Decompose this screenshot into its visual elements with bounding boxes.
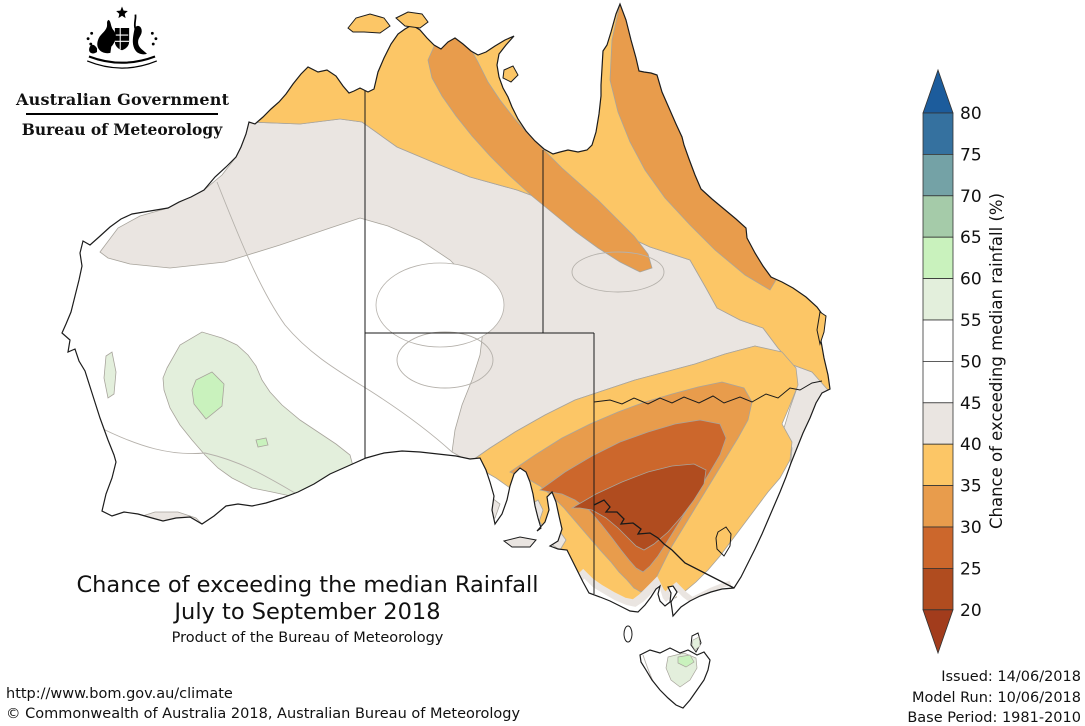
- state-borders: [364, 88, 823, 594]
- band-topend-30-35: [427, 33, 653, 273]
- tick-25: 25: [960, 559, 982, 579]
- government-label: Australian Government: [16, 90, 230, 109]
- colorbar-seg-50-55: [922, 319, 954, 362]
- footer-url: http://www.bom.gov.au/climate: [6, 686, 233, 702]
- colorbar-seg-60-65: [922, 236, 954, 279]
- tick-55: 55: [960, 311, 982, 331]
- tick-65: 65: [960, 228, 982, 248]
- footer-left: http://www.bom.gov.au/climate © Commonwe…: [6, 684, 520, 724]
- tick-80: 80: [960, 104, 982, 124]
- melville-island: [395, 11, 429, 29]
- colorbar-seg-35-40: [922, 443, 954, 487]
- flinders-island-green: [691, 636, 701, 651]
- tasmania: [639, 647, 711, 709]
- colorbar-seg-75-80: [922, 112, 954, 155]
- colorbar-legend: 80 75 70 65 60 55 50 45 40 35 30 25 20 C…: [922, 68, 1006, 655]
- colorbar-axis-label: Chance of exceeding median rainfall (%): [987, 193, 1006, 529]
- tick-45: 45: [960, 394, 982, 414]
- act-border: [715, 526, 732, 557]
- tasmania-coastline: [639, 647, 711, 709]
- colorbar-seg-30-35: [922, 485, 954, 528]
- colorbar-seg-70-75: [922, 153, 954, 197]
- colorbar-arrow-bottom: [922, 609, 954, 655]
- king-island: [623, 625, 633, 643]
- map-title-line2: July to September 2018: [174, 598, 441, 625]
- tas-green-60-65: [677, 654, 695, 668]
- issued-date: Issued: 14/06/2018: [941, 669, 1081, 685]
- contour-white-hole: [375, 262, 505, 348]
- tick-35: 35: [960, 477, 982, 497]
- header-divider: [26, 113, 218, 115]
- qld-nsw-border: [593, 380, 823, 405]
- kangaroo-island: [502, 536, 537, 548]
- map-title-product: Product of the Bureau of Meteorology: [171, 630, 444, 647]
- tick-20: 20: [960, 601, 982, 621]
- issue-info-block: Issued: 14/06/2018 Model Run: 10/06/2018…: [907, 667, 1081, 726]
- band-se-20-25: [570, 463, 707, 551]
- colorbar-seg-55-60: [922, 278, 954, 321]
- tick-50: 50: [960, 352, 982, 372]
- footer-copyright: © Commonwealth of Australia 2018, Austra…: [6, 706, 521, 722]
- tick-75: 75: [960, 145, 982, 165]
- colorbar-seg-45-50: [922, 360, 954, 404]
- wa-green-60-65: [191, 371, 225, 420]
- tick-70: 70: [960, 187, 982, 207]
- wa-green-dot: [255, 437, 269, 448]
- coat-of-arms-icon: [86, 6, 158, 69]
- bureau-label: Bureau of Meteorology: [21, 120, 223, 139]
- colorbar-seg-65-70: [922, 195, 954, 238]
- map-title-block: Chance of exceeding the median Rainfall …: [55, 572, 560, 647]
- colorbar-seg-20-25: [922, 568, 954, 611]
- tick-40: 40: [960, 435, 982, 455]
- islands: [347, 11, 827, 653]
- gov-header: Australian Government Bureau of Meteorol…: [16, 4, 230, 139]
- murray-river-border: [593, 499, 735, 589]
- base-period: Base Period: 1981-2010: [907, 710, 1081, 726]
- fraser-island: [816, 311, 827, 346]
- colorbar-seg-25-30: [922, 526, 954, 569]
- tiwi-island-west: [347, 13, 391, 34]
- wa-coast-green-sliver: [103, 351, 117, 399]
- colorbar-segments: [922, 68, 954, 655]
- tick-60: 60: [960, 270, 982, 290]
- map-title-line1: Chance of exceeding the median Rainfall: [76, 572, 539, 598]
- tick-30: 30: [960, 518, 982, 538]
- colorbar-seg-40-45: [922, 402, 954, 445]
- colorbar-arrow-top: [922, 68, 954, 114]
- grey-contour-lines: [94, 181, 665, 504]
- groote-eylandt: [502, 65, 519, 83]
- colorbar-ticks: 80 75 70 65 60 55 50 45 40 35 30 25 20: [960, 104, 982, 621]
- model-run-date: Model Run: 10/06/2018: [911, 689, 1081, 706]
